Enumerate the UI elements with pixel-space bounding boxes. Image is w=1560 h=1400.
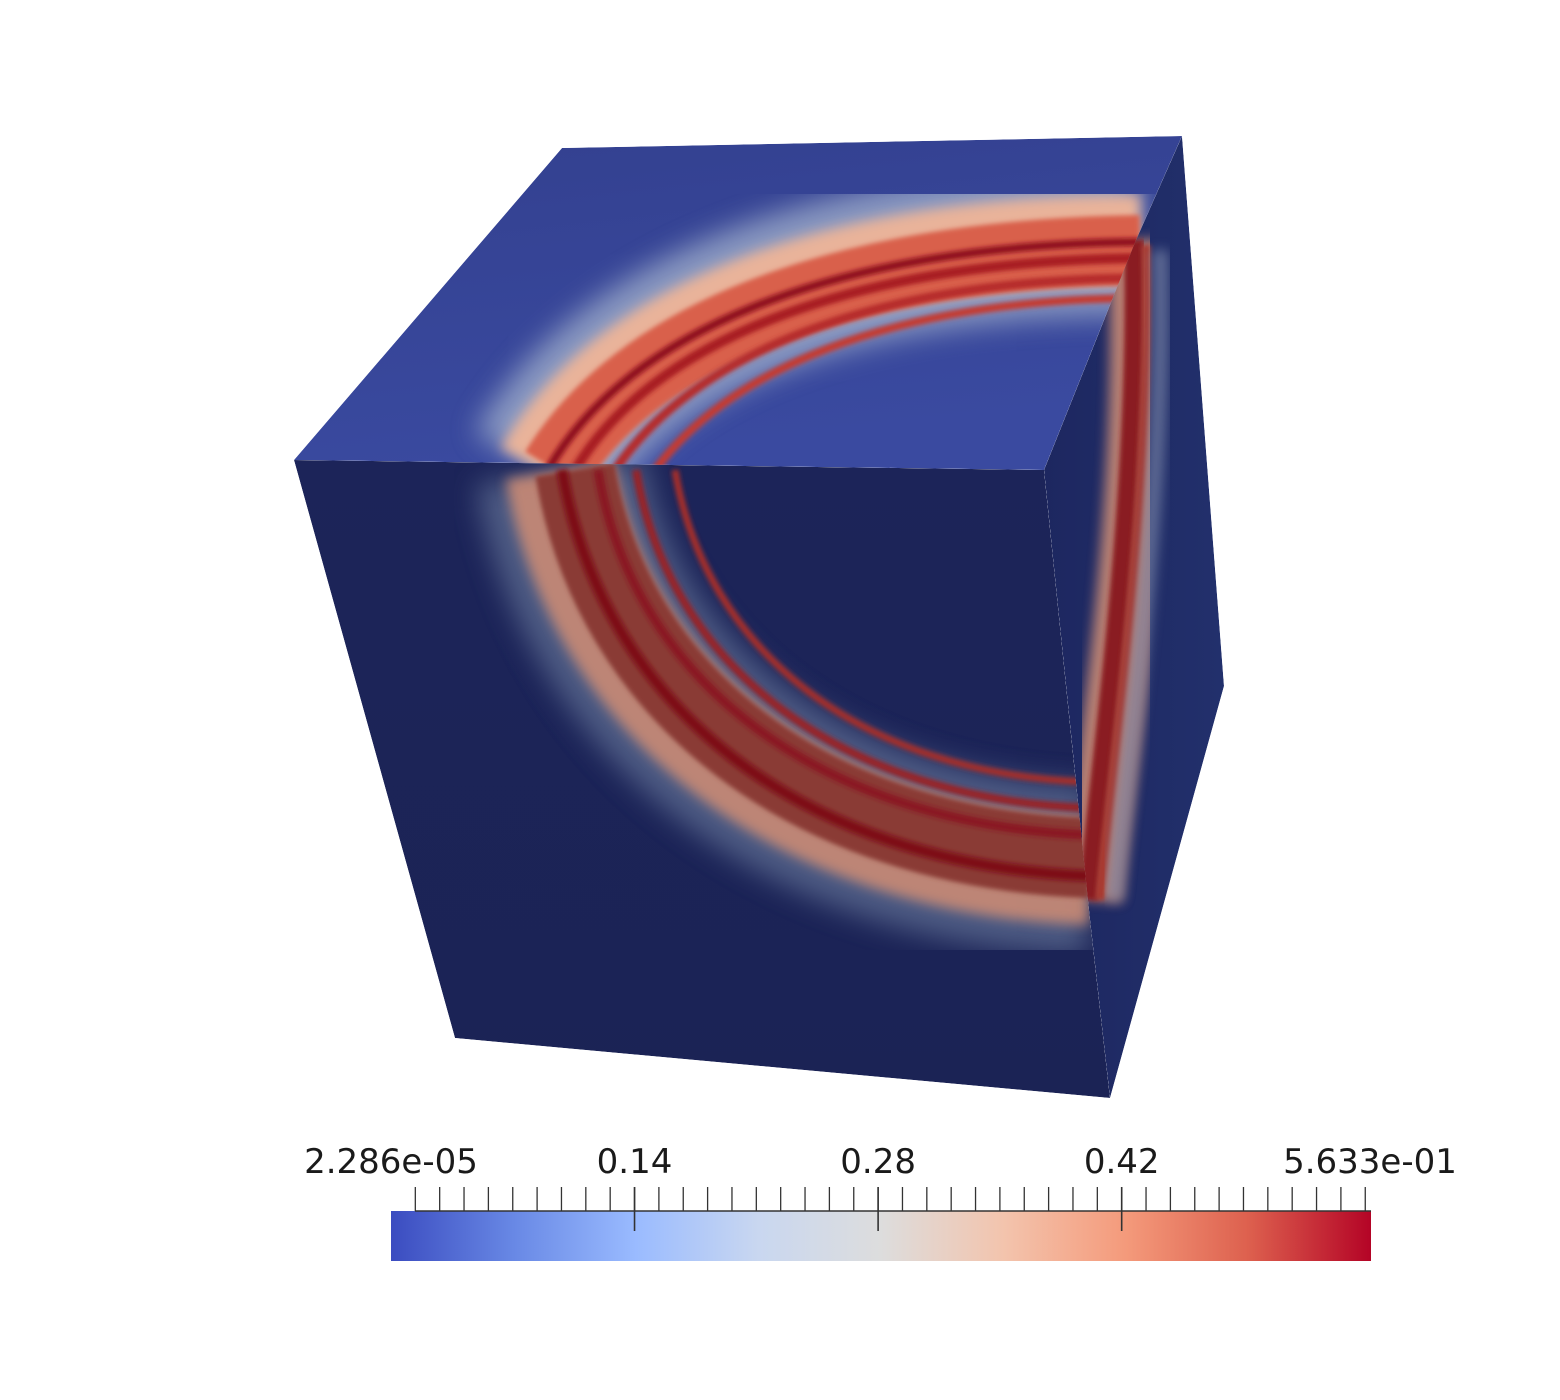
colorbar-tick-label: 0.14 <box>597 1142 673 1182</box>
colorbar-tick-label: 0.42 <box>1084 1142 1160 1182</box>
colorbar-min-label: 2.286e-05 <box>304 1142 478 1182</box>
wave-ring-front <box>476 460 1094 955</box>
cube-side-face <box>1044 136 1224 1098</box>
wave-ring-top <box>474 165 1141 470</box>
colorbar-max-label: 5.633e-01 <box>1283 1142 1457 1182</box>
cube-top-face <box>294 136 1182 470</box>
colorbar-ticks <box>414 1187 1366 1231</box>
wave-ring-side <box>1062 238 1171 903</box>
cube-front-face <box>294 460 1110 1098</box>
colorbar-gradient <box>391 1211 1371 1261</box>
colorbar: 2.286e-05 0.14 0.28 0.42 5.633e-01 <box>304 1142 1457 1261</box>
cube-volume <box>294 136 1224 1098</box>
colorbar-tick-label: 0.28 <box>840 1142 916 1182</box>
